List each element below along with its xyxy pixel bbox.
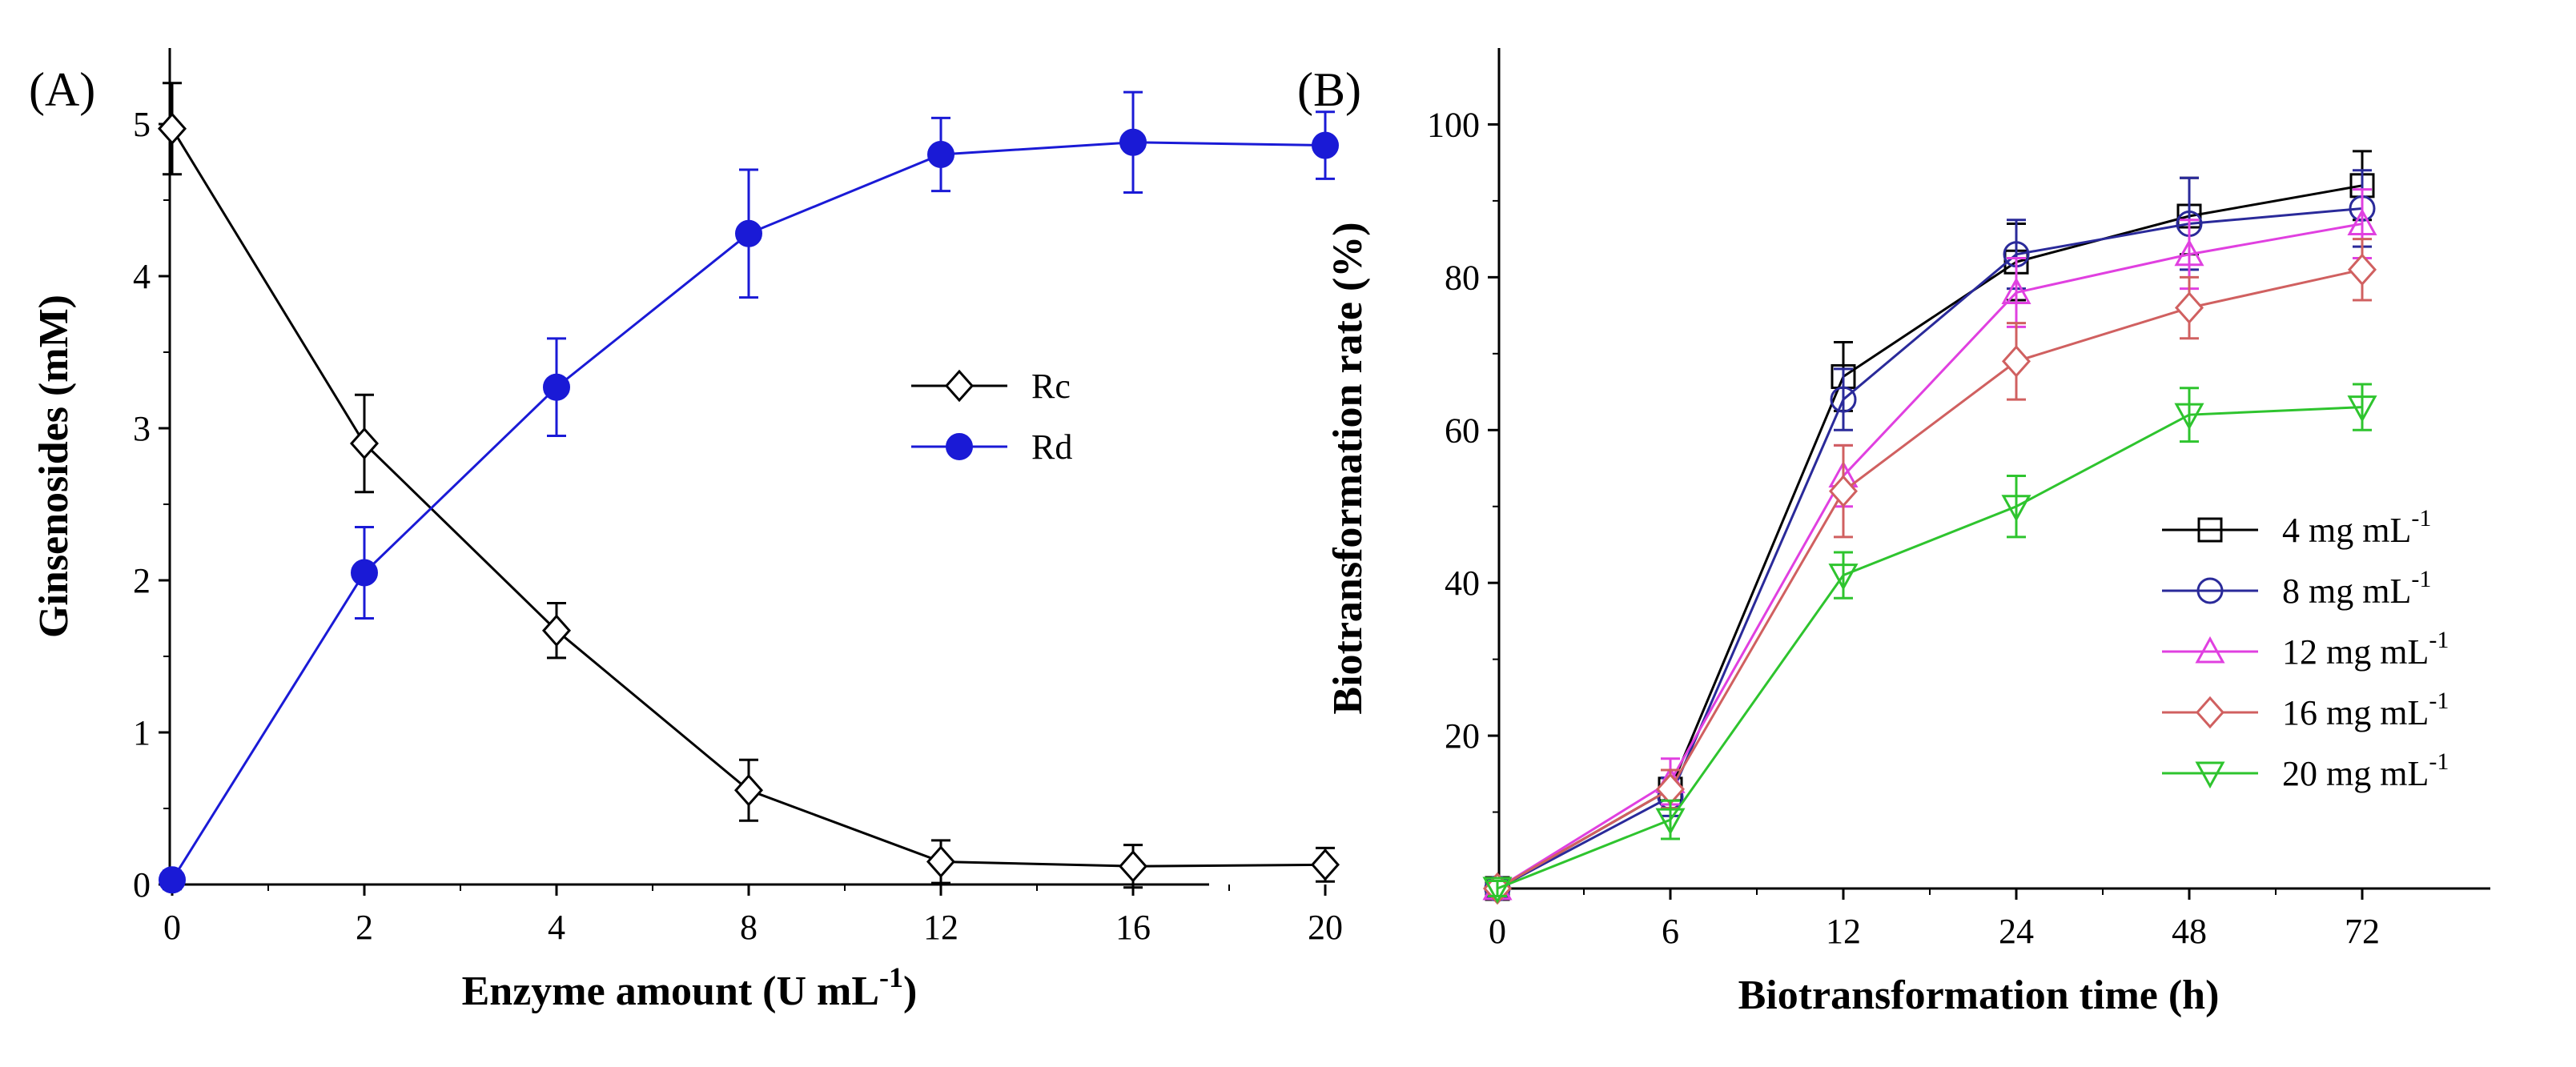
x-axis-title: Biotransformation time (h): [1738, 973, 2220, 1018]
legend-label: Rc: [1031, 367, 1071, 406]
legend-marker: [2197, 517, 2223, 543]
data-point: [349, 427, 380, 460]
y-tick-label: 1: [133, 713, 151, 752]
data-point: [2001, 495, 2031, 522]
data-point: [926, 845, 956, 878]
x-tick-label: 48: [2172, 912, 2207, 951]
data-point: [351, 559, 378, 587]
x-tick-label: 0: [1489, 912, 1506, 951]
data-point: [735, 219, 762, 247]
x-tick-label: 12: [923, 908, 958, 947]
data-point: [2347, 395, 2377, 423]
data-point: [1828, 475, 1859, 507]
series-line: [1497, 207, 2363, 890]
series-4: [1482, 383, 2377, 905]
x-tick-label: 20: [1308, 908, 1343, 947]
data-point: [1118, 849, 1148, 883]
x-tick-label: 24: [1999, 912, 2034, 951]
legend-label: 16 mg mL-1: [2282, 688, 2449, 732]
y-tick-label: 2: [133, 561, 151, 600]
legend-label: 4 mg mL-1: [2282, 505, 2431, 550]
legend-label: 12 mg mL-1: [2282, 627, 2449, 672]
y-axis-title: Biotransformation rate (%): [1325, 222, 1371, 714]
y-tick-label: 20: [1445, 716, 1480, 756]
y-tick-label: 0: [133, 865, 151, 905]
data-point: [1655, 808, 1686, 836]
panel-label: (A): [29, 63, 95, 116]
legend: 4 mg mL-1 8 mg mL-1 12 mg mL-1 16 mg mL-1 20…: [2162, 505, 2449, 793]
x-tick-label: 2: [356, 908, 373, 947]
legend-marker: [2196, 577, 2224, 604]
legend: Rc Rd: [911, 367, 1072, 467]
x-tick-label: 72: [2345, 912, 2380, 951]
data-point: [2174, 291, 2204, 324]
x-tick-label: 4: [548, 908, 565, 947]
x-axis-title: Enzyme amount (U mL-1): [462, 961, 918, 1014]
series-0: [157, 82, 1340, 889]
data-point: [1310, 848, 1340, 881]
series-line: [1497, 406, 2363, 890]
data-point: [157, 112, 187, 145]
data-point: [2001, 345, 2031, 378]
series-0: [1485, 150, 2375, 901]
y-tick-label: 100: [1427, 105, 1480, 144]
legend-marker: [946, 433, 973, 460]
data-point: [2347, 253, 2377, 287]
y-tick-label: 3: [133, 409, 151, 448]
data-point: [1830, 386, 1857, 413]
series-line: [1497, 223, 2363, 890]
data-point: [1119, 128, 1147, 156]
data-point: [2174, 403, 2204, 431]
data-point: [1828, 564, 1859, 591]
x-tick-label: 12: [1826, 912, 1861, 951]
y-axis-title: Ginsenosides (mM): [31, 295, 77, 638]
legend-marker: [2195, 761, 2225, 789]
data-point: [1312, 131, 1339, 159]
legend-label: 20 mg mL-1: [2282, 748, 2449, 793]
data-point: [927, 141, 954, 168]
x-tick-label: 16: [1115, 908, 1151, 947]
legend-marker: [944, 369, 975, 403]
series-line: [1497, 268, 2363, 890]
y-tick-label: 4: [133, 257, 151, 296]
legend-label: 8 mg mL-1: [2282, 566, 2431, 611]
legend-marker: [2195, 696, 2225, 729]
data-point: [541, 614, 572, 647]
data-point: [1482, 876, 1513, 905]
y-tick-label: 80: [1445, 258, 1480, 297]
data-point: [733, 773, 764, 807]
data-point: [2174, 239, 2204, 267]
x-tick-label: 0: [163, 908, 181, 947]
y-tick-label: 5: [133, 105, 151, 144]
y-tick-label: 40: [1445, 564, 1480, 603]
panel-label: (B): [1297, 63, 1361, 116]
legend-label: Rd: [1031, 427, 1072, 467]
data-point: [2347, 208, 2377, 236]
x-tick-label: 8: [740, 908, 758, 947]
series-3: [1482, 238, 2377, 905]
panel-b: 0 6 12 24 48 72 20 40 60 80 100 (B) Biotransformatio…: [1297, 48, 2490, 1018]
data-point: [159, 866, 186, 894]
data-point: [543, 373, 570, 401]
data-point: [2001, 277, 2031, 304]
y-tick-label: 60: [1445, 411, 1480, 450]
legend-marker: [2195, 636, 2225, 664]
series-1: [159, 90, 1339, 894]
series-1: [1484, 169, 2376, 902]
series-line: [1497, 184, 2363, 890]
x-tick-label: 6: [1662, 912, 1679, 951]
